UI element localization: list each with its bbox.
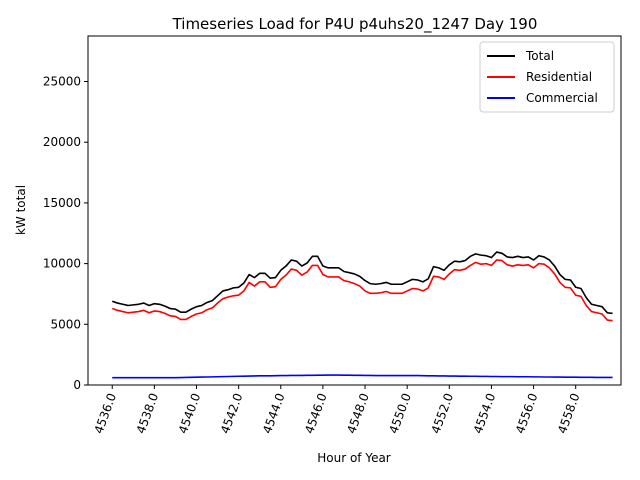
series-line-residential (111, 259, 613, 322)
series-line-total (111, 251, 613, 315)
y-tick-label: 10000 (43, 257, 81, 271)
legend: Total Residential Commercial (479, 41, 615, 113)
y-tick-label: 15000 (43, 196, 81, 210)
y-axis-label: kW total (14, 185, 28, 235)
legend-label-commercial: Commercial (526, 91, 598, 105)
x-axis-label: Hour of Year (317, 451, 391, 465)
legend-label-residential: Residential (526, 70, 592, 84)
y-tick-label: 5000 (50, 317, 81, 331)
series-line-commercial (112, 374, 613, 379)
legend-label-total: Total (525, 49, 554, 63)
plot-area (87, 35, 622, 386)
chart-title: Timeseries Load for P4U p4uhs20_1247 Day… (172, 15, 538, 34)
y-tick-label: 0 (73, 378, 81, 392)
y-tick-label: 25000 (43, 75, 81, 89)
y-tick-label: 20000 (43, 135, 81, 149)
